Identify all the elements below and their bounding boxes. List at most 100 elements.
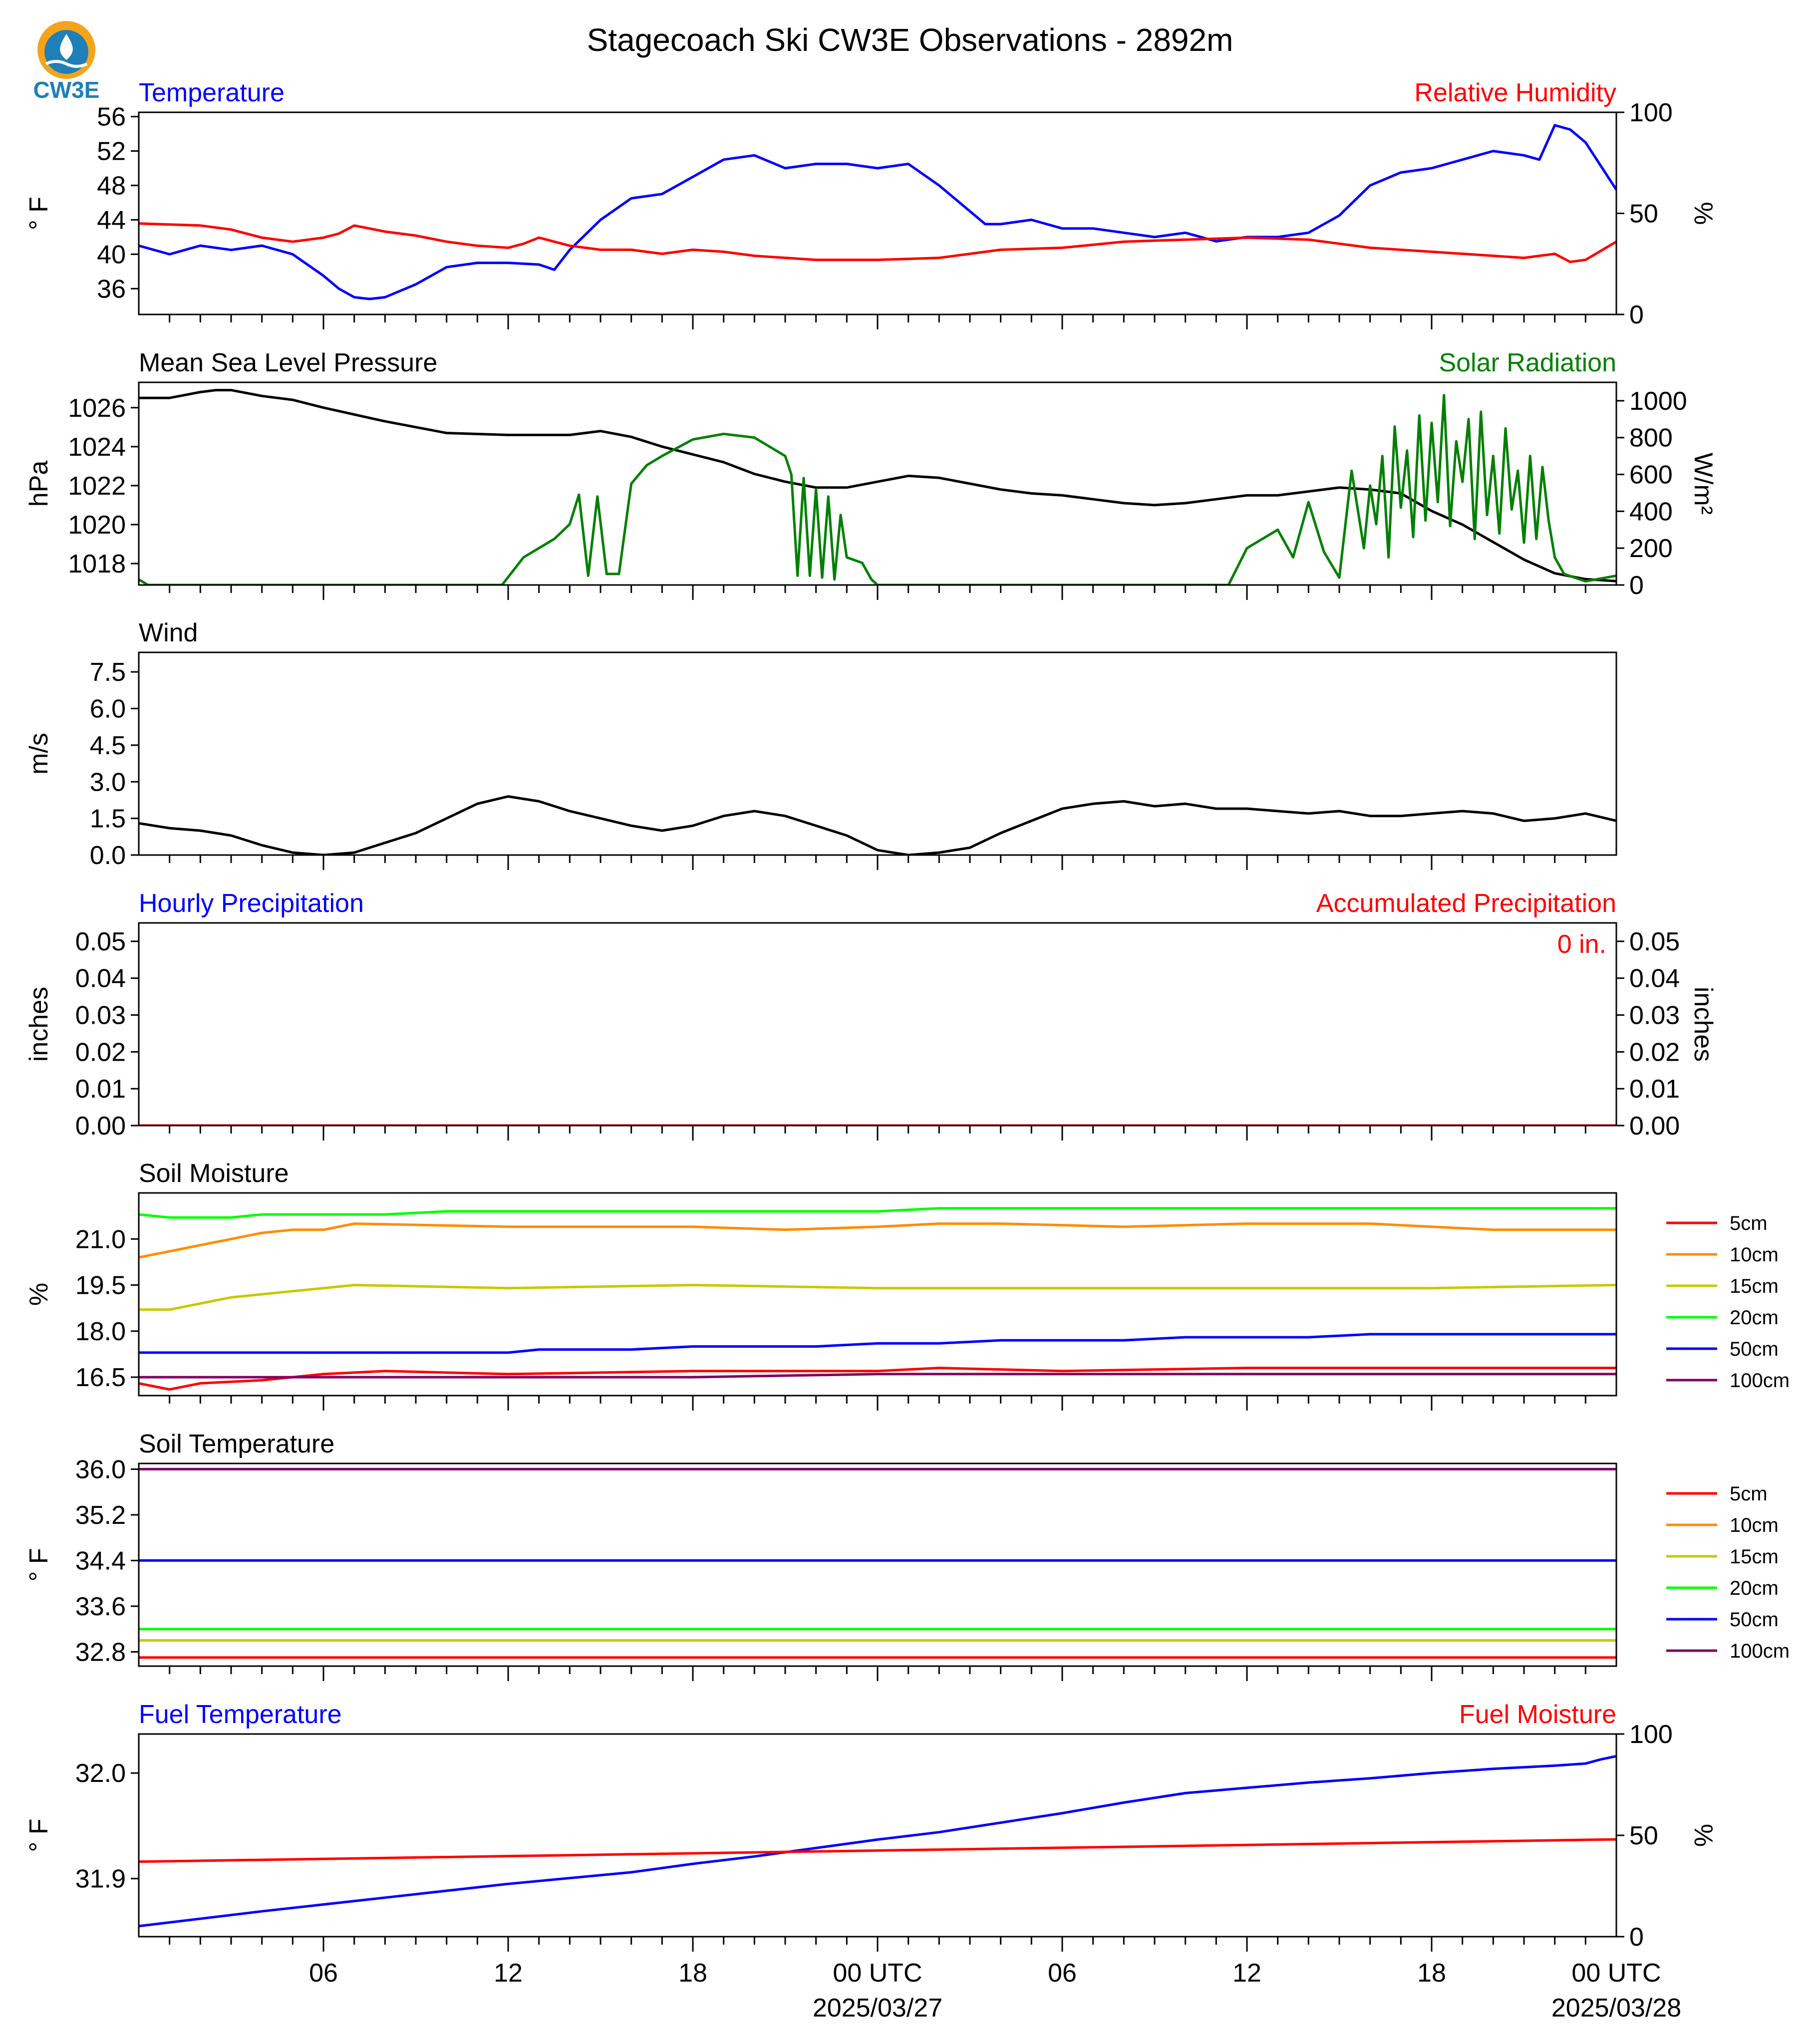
y-tick-label: 3.0 bbox=[90, 768, 126, 797]
legend-label: 50cm bbox=[1730, 1609, 1779, 1631]
y2-tick-label: 0 bbox=[1629, 300, 1644, 329]
y2-tick-label: 800 bbox=[1629, 424, 1673, 453]
legend-label: 10cm bbox=[1730, 1244, 1779, 1266]
y2-tick-label: 0 bbox=[1629, 1923, 1644, 1952]
x-tick-label: 06 bbox=[309, 1959, 338, 1988]
y2-axis-label: W/m² bbox=[1689, 453, 1718, 515]
panel-7: Fuel Temperature Fuel Moisture 31.9 32.0 ° F… bbox=[24, 1700, 1718, 2023]
y2-axis-label: % bbox=[1689, 202, 1718, 225]
y-axis-label: m/s bbox=[24, 733, 53, 775]
accumulated-total-label: 0 in. bbox=[1557, 930, 1606, 959]
y-tick-label: 6.0 bbox=[90, 695, 126, 724]
y2-tick-label: 1000 bbox=[1629, 387, 1687, 416]
panel-title-left: Wind bbox=[139, 618, 198, 647]
panel-title-left: Mean Sea Level Pressure bbox=[139, 348, 437, 377]
soil-legend: 5cm 10cm 15cm 20cm 50cm 100cm bbox=[1666, 1483, 1790, 1662]
legend-label: 50cm bbox=[1730, 1338, 1779, 1360]
panel-title-right: Fuel Moisture bbox=[1459, 1700, 1616, 1729]
x-tick-label: 18 bbox=[678, 1959, 707, 1988]
x-tick-label: 18 bbox=[1417, 1959, 1446, 1988]
y-tick-label: 0.04 bbox=[75, 964, 126, 993]
x-tick-label: 06 bbox=[1048, 1959, 1077, 1988]
panel-frame bbox=[138, 1462, 1617, 1667]
y2-tick-label: 0.01 bbox=[1629, 1075, 1680, 1104]
series-line-20cm bbox=[139, 1207, 1616, 1219]
legend-label: 5cm bbox=[1730, 1212, 1768, 1234]
panel-title-left: Hourly Precipitation bbox=[139, 889, 364, 918]
y-tick-label: 4.5 bbox=[90, 731, 126, 760]
legend-label: 5cm bbox=[1730, 1483, 1768, 1505]
y-tick-label: 34.4 bbox=[75, 1546, 126, 1575]
panel-6: Soil Temperature 32.8 33.6 34.4 35.2 36.0 ° F 5… bbox=[24, 1430, 1790, 1681]
y-tick-label: 0.05 bbox=[75, 927, 126, 956]
legend-label: 100cm bbox=[1730, 1370, 1790, 1392]
y-tick-label: 56 bbox=[97, 103, 126, 132]
y-tick-label: 1024 bbox=[68, 433, 126, 462]
x-tick-label: 12 bbox=[1232, 1959, 1261, 1988]
y-axis-label: ° F bbox=[24, 1548, 53, 1581]
series-line-solar-radiation bbox=[139, 394, 1616, 585]
y-tick-label: 18.0 bbox=[75, 1317, 126, 1346]
y-tick-label: 0.00 bbox=[75, 1112, 126, 1141]
y-tick-label: 31.9 bbox=[75, 1865, 126, 1894]
x-tick-label: 12 bbox=[494, 1959, 523, 1988]
panel-frame bbox=[138, 651, 1617, 856]
panel-frame bbox=[138, 381, 1617, 586]
logo-wave-icon bbox=[45, 60, 88, 68]
y-axis-label: hPa bbox=[24, 461, 53, 507]
panel-5: Soil Moisture 16.5 18.0 19.5 21.0% 5cm 10cm 15c… bbox=[24, 1159, 1790, 1411]
y-axis-label: ° F bbox=[24, 197, 53, 230]
panel-title-left: Soil Temperature bbox=[139, 1430, 334, 1458]
panel-title-right: Solar Radiation bbox=[1439, 348, 1616, 377]
y-tick-label: 21.0 bbox=[75, 1225, 126, 1254]
x-tick-label: 00 UTC bbox=[833, 1959, 922, 1988]
series-line-50cm bbox=[139, 1333, 1616, 1354]
panel-1: Temperature Relative Humidity 36 40 44 48 52 56… bbox=[24, 78, 1718, 329]
x-tick-label: 00 UTC bbox=[1571, 1959, 1661, 1988]
y-tick-label: 48 bbox=[97, 171, 126, 200]
panel-frame bbox=[138, 922, 1617, 1127]
y2-tick-label: 0.03 bbox=[1629, 1001, 1680, 1030]
series-line-100cm bbox=[139, 1373, 1616, 1379]
series-line-fuel-moisture bbox=[139, 1838, 1616, 1863]
y-tick-label: 40 bbox=[97, 240, 126, 269]
series-line-fuel-temperature bbox=[139, 1754, 1616, 1928]
x-date-label: 2025/03/28 bbox=[1551, 1994, 1681, 2023]
y-tick-label: 33.6 bbox=[75, 1592, 126, 1621]
y-tick-label: 1.5 bbox=[90, 805, 126, 834]
y2-tick-label: 100 bbox=[1629, 98, 1673, 127]
y-tick-label: 16.5 bbox=[75, 1363, 126, 1392]
legend-label: 20cm bbox=[1730, 1307, 1779, 1329]
series-line-temperature bbox=[139, 124, 1616, 300]
series-line-5cm bbox=[139, 1367, 1616, 1391]
y-tick-label: 0.02 bbox=[75, 1038, 126, 1067]
y-tick-label: 0.03 bbox=[75, 1001, 126, 1030]
y2-tick-label: 0 bbox=[1629, 571, 1644, 600]
y-axis-label: ° F bbox=[24, 1818, 53, 1852]
soil-legend: 5cm 10cm 15cm 20cm 50cm 100cm bbox=[1666, 1212, 1790, 1392]
y2-tick-label: 400 bbox=[1629, 497, 1673, 526]
legend-label: 10cm bbox=[1730, 1514, 1779, 1536]
y2-tick-label: 0.05 bbox=[1629, 927, 1680, 956]
y-tick-label: 32.0 bbox=[75, 1759, 126, 1788]
y-tick-label: 0.01 bbox=[75, 1075, 126, 1104]
y2-tick-label: 100 bbox=[1629, 1720, 1673, 1749]
y-tick-label: 52 bbox=[97, 137, 126, 166]
y-tick-label: 0.0 bbox=[90, 841, 126, 870]
series-line-10cm bbox=[139, 1222, 1616, 1259]
y-tick-label: 1026 bbox=[68, 394, 126, 423]
y-tick-label: 36 bbox=[97, 275, 126, 303]
panel-4: Hourly Precipitation Accumulated Precipit… bbox=[24, 889, 1718, 1141]
panel-3: Wind 0.0 1.5 3.0 4.5 6.0 7.5 m/s bbox=[24, 618, 1617, 870]
panel-frame bbox=[138, 1733, 1617, 1938]
y2-tick-label: 200 bbox=[1629, 534, 1673, 563]
y-tick-label: 1022 bbox=[68, 472, 126, 501]
y-tick-label: 7.5 bbox=[90, 658, 126, 687]
y2-tick-label: 50 bbox=[1629, 200, 1658, 229]
logo-text: CW3E bbox=[33, 77, 100, 103]
y-tick-label: 36.0 bbox=[75, 1455, 126, 1484]
y2-tick-label: 600 bbox=[1629, 461, 1673, 490]
panels: Temperature Relative Humidity 36 40 44 48 52 56… bbox=[24, 78, 1790, 2023]
panel-2: Mean Sea Level Pressure Solar Radiation 10… bbox=[24, 348, 1718, 600]
